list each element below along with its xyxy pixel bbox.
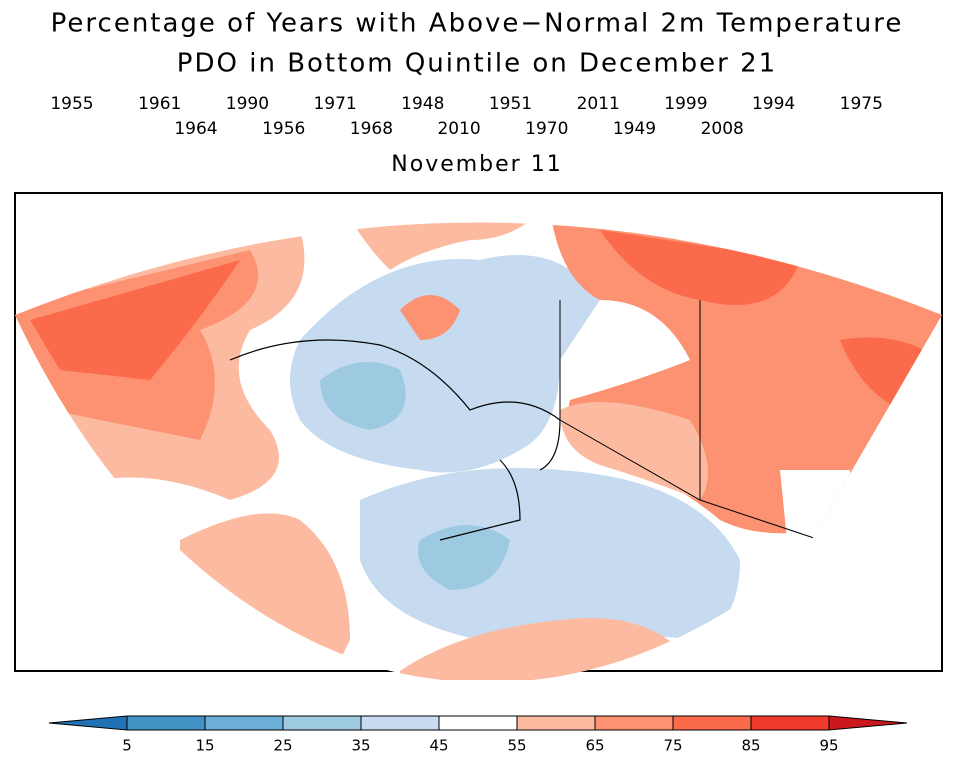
year: 2008 <box>701 119 744 139</box>
colorbar-tick-label: 25 <box>273 737 292 755</box>
colorbar-bin <box>750 715 830 731</box>
year: 2011 <box>577 94 620 114</box>
colorbar-bin <box>594 715 674 731</box>
year: 1971 <box>313 94 356 114</box>
year: 1999 <box>664 94 707 114</box>
colorbar-arrow <box>48 715 128 731</box>
map-field <box>15 222 942 683</box>
year: 1956 <box>262 119 305 139</box>
region-cool <box>320 362 406 430</box>
year: 1964 <box>174 119 217 139</box>
colorbar-tick-label: 45 <box>429 737 448 755</box>
colorbar-tick-label: 55 <box>507 737 526 755</box>
year: 1994 <box>752 94 795 114</box>
colorbar: 5 15 25 35 45 55 65 75 85 95 <box>48 715 908 755</box>
year: 1975 <box>840 94 883 114</box>
region-warm <box>400 295 460 340</box>
year: 1948 <box>401 94 444 114</box>
colorbar-tick-label: 15 <box>195 737 214 755</box>
colorbar-bin <box>438 715 518 731</box>
region-warm <box>560 402 708 500</box>
colorbar-bin <box>516 715 596 731</box>
region-cool <box>418 525 510 590</box>
region-warm <box>30 260 240 380</box>
colorbar-bin <box>360 715 440 731</box>
year: 2010 <box>437 119 480 139</box>
years: 1955 1961 1990 1971 1948 1951 2011 1999 1994 1975… <box>50 94 883 139</box>
region-warm <box>340 222 550 270</box>
subtitle: PDO in Bottom Quintile on December 21 <box>177 49 777 79</box>
year: 1990 <box>226 94 269 114</box>
colorbar-tick-label: 65 <box>585 737 604 755</box>
colorbar-tick-label: 5 <box>122 737 132 755</box>
title: Percentage of Years with Above−Normal 2m… <box>51 9 904 39</box>
year: 1970 <box>525 119 568 139</box>
year: 1961 <box>138 94 181 114</box>
region-warm <box>600 230 800 305</box>
colorbar-arrow <box>828 715 908 731</box>
year: 1951 <box>489 94 532 114</box>
colorbar-bin <box>204 715 284 731</box>
year: 1949 <box>613 119 656 139</box>
colorbar-tick-label: 75 <box>663 737 682 755</box>
colorbar-tick-label: 95 <box>819 737 838 755</box>
colorbar-bin <box>282 715 362 731</box>
year: 1968 <box>350 119 393 139</box>
colorbar-bin <box>672 715 752 731</box>
colorbar-tick-label: 85 <box>741 737 760 755</box>
date: November 11 <box>391 152 562 177</box>
colorbar-bin <box>126 715 206 731</box>
boundary <box>559 300 821 541</box>
year: 1955 <box>50 94 93 114</box>
coastline <box>229 339 561 541</box>
colorbar-tick-label: 35 <box>351 737 370 755</box>
region-cool <box>360 468 740 640</box>
